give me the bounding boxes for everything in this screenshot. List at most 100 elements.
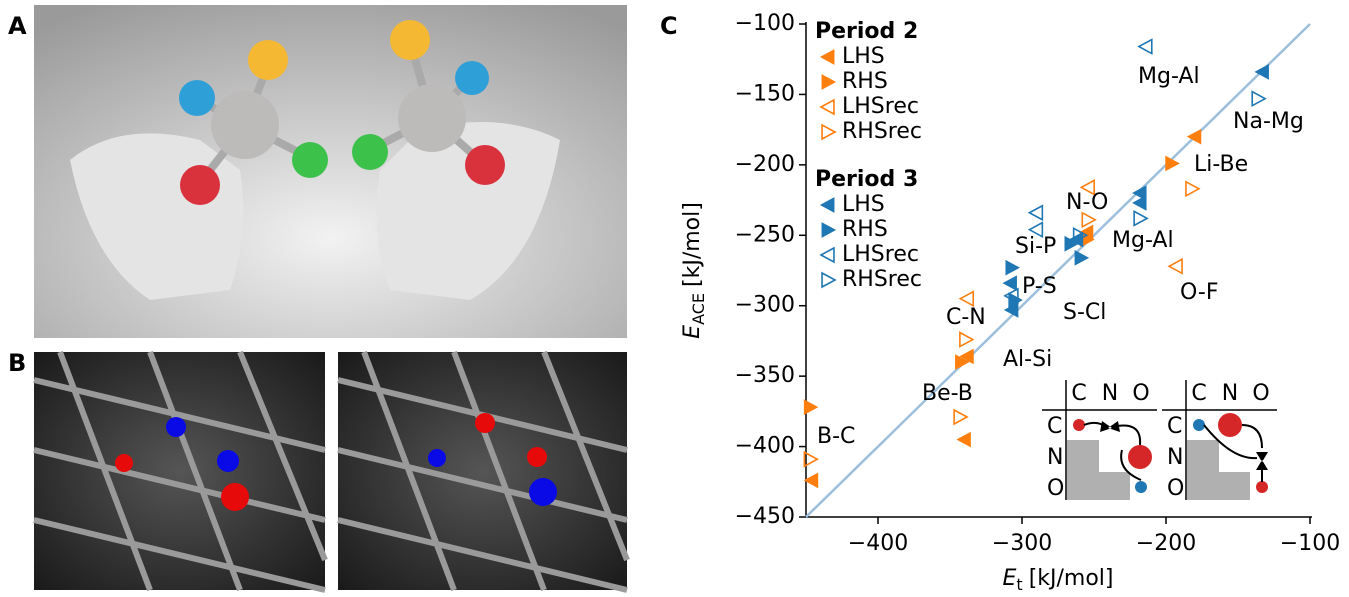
panel-a-image — [34, 5, 627, 338]
inset-shade — [1187, 440, 1250, 500]
scatter-chart: −450 −400 −350 −300 −250 −200 −150 −100 −400 −300… — [680, 11, 1340, 594]
inset-col-label: C — [1191, 381, 1206, 406]
marker — [1003, 287, 1019, 305]
xlabel-label: Et [kJ/mol] — [1003, 566, 1114, 593]
inset-atom — [1128, 445, 1152, 469]
legend-label: LHS — [842, 192, 885, 217]
axis-subscript: t — [1016, 575, 1022, 594]
marker — [1072, 226, 1089, 244]
inset-atom — [1256, 481, 1268, 493]
point-label: Mg-Al — [1138, 64, 1200, 89]
inset-col-label: O — [1252, 381, 1269, 406]
marker — [1081, 211, 1097, 229]
axis-symbol: E — [1003, 566, 1017, 591]
inset-arrowhead — [1256, 452, 1268, 470]
y-tick-label: −300 — [735, 293, 795, 318]
marker — [1167, 257, 1183, 275]
y-tick-label: −100 — [735, 11, 795, 36]
point-label: O-F — [1180, 280, 1219, 305]
inset-row-label: N — [1167, 445, 1183, 470]
reference-line — [805, 23, 1311, 518]
marker — [1132, 195, 1147, 211]
marker — [1185, 180, 1201, 198]
legend-group-title: Period 3 — [815, 167, 918, 192]
x-tick-label: −400 — [848, 531, 908, 556]
y-tick-label: −450 — [735, 504, 795, 529]
inset-col-label: N — [1222, 381, 1238, 406]
legend-label: LHSrec — [842, 94, 919, 119]
marker — [1003, 302, 1019, 318]
marker — [803, 472, 819, 489]
marker — [1002, 275, 1017, 292]
x-tick-label: −200 — [1136, 531, 1196, 556]
panel-label: C — [660, 12, 678, 40]
axis-unit: [kJ/mol] — [680, 202, 705, 287]
marker — [1132, 185, 1147, 201]
inset-col-label: C — [1071, 381, 1086, 406]
marker — [959, 331, 975, 348]
marker — [1079, 179, 1095, 196]
marker — [803, 450, 820, 468]
y-tick-label: −250 — [735, 222, 795, 247]
point-label: Be-B — [922, 381, 973, 406]
y-tick-label: −400 — [735, 434, 795, 459]
panel-label: B — [8, 349, 26, 377]
inset-col-label: O — [1132, 381, 1149, 406]
marker — [1133, 210, 1149, 227]
axis-subscript: ACE — [689, 293, 708, 325]
point-label: Na-Mg — [1233, 109, 1304, 134]
marker — [956, 431, 971, 448]
x-tick-label: −300 — [992, 531, 1052, 556]
inset-row-label: N — [1047, 445, 1063, 470]
marker — [958, 290, 975, 308]
inset-atom — [1193, 419, 1205, 431]
legend-marker — [821, 222, 837, 238]
x-tick-label: −100 — [1280, 531, 1340, 556]
point-label: C-N — [946, 305, 986, 330]
inset-atom — [1218, 413, 1242, 437]
marker — [1165, 155, 1180, 172]
legend-marker — [819, 98, 835, 116]
legend-marker — [821, 271, 837, 289]
inset-row-label: O — [1047, 476, 1064, 501]
inset-atom — [1135, 481, 1147, 493]
point-label: B-C — [817, 424, 855, 449]
point-label: Al-Si — [1003, 347, 1052, 372]
marker — [955, 354, 970, 370]
legend-label: LHSrec — [842, 242, 919, 267]
marker — [1137, 38, 1153, 55]
marker — [803, 399, 819, 415]
legend-group-title: Period 2 — [815, 19, 918, 44]
point-label: Si-P — [1015, 234, 1056, 259]
inset-arrowhead — [1100, 421, 1120, 432]
legend-marker — [821, 123, 837, 141]
legend-marker — [819, 49, 835, 65]
legend-label: RHSrec — [842, 119, 922, 144]
y-tick-label: −200 — [735, 152, 795, 177]
marker — [1186, 128, 1202, 145]
point-label: Mg-Al — [1112, 228, 1174, 253]
marker — [959, 348, 974, 365]
marker — [1005, 259, 1020, 276]
panel-label: A — [8, 12, 27, 40]
marker — [1251, 90, 1267, 107]
panel-b-image — [33, 350, 630, 593]
inset-row-label: O — [1167, 476, 1184, 501]
point-label: P-S — [1022, 274, 1057, 299]
point-label: Li-Be — [1194, 152, 1248, 177]
marker — [1027, 204, 1044, 222]
axis-symbol: E — [680, 325, 705, 339]
legend-label: RHS — [842, 217, 888, 242]
inset-col-label: N — [1102, 381, 1118, 406]
legend-label: RHSrec — [842, 267, 922, 292]
marker — [1064, 235, 1080, 252]
marker — [1254, 64, 1269, 80]
legend-marker — [819, 246, 835, 264]
inset-shade — [1067, 440, 1130, 500]
legend-label: LHS — [842, 44, 885, 69]
marker — [1027, 221, 1044, 238]
inset-atom — [1073, 419, 1085, 431]
ylabel-label: EACE [kJ/mol] — [680, 202, 708, 339]
